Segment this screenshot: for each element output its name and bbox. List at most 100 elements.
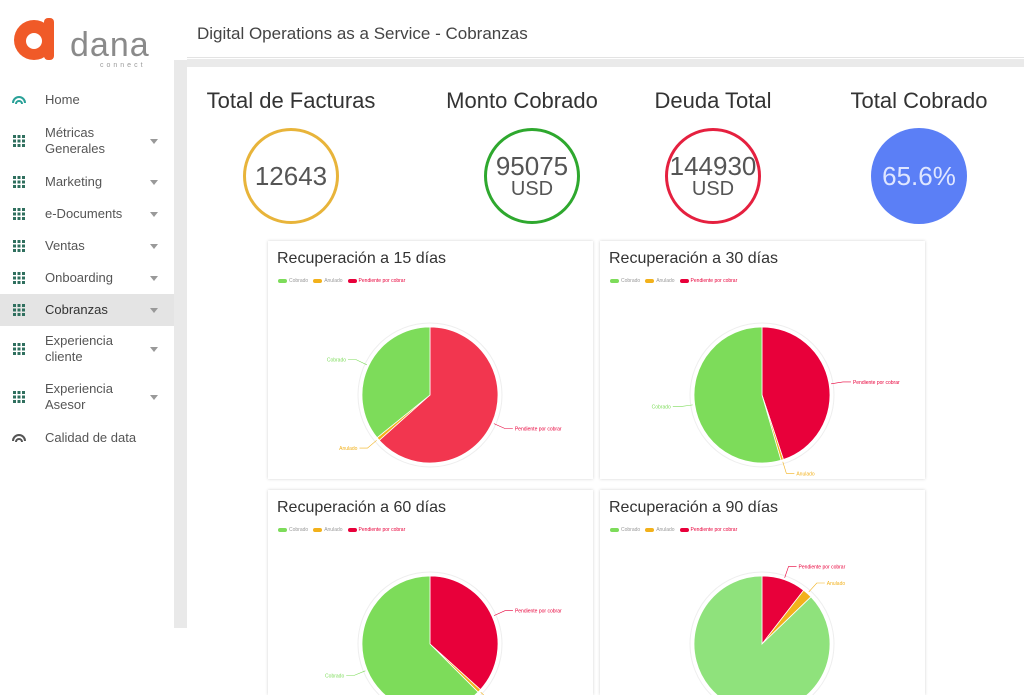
grid-icon	[12, 303, 26, 317]
slice-label: Anulado	[796, 471, 815, 477]
legend-swatch	[679, 279, 689, 283]
legend-label: Anulado	[656, 527, 675, 533]
legend-swatch	[347, 528, 357, 532]
legend-label: Anulado	[656, 278, 675, 284]
slice-label: Pendiente por cobrar	[799, 564, 846, 570]
grid-icon	[12, 134, 26, 148]
legend-item[interactable]: Pendiente por cobrar	[347, 278, 405, 284]
slice-leader-line	[784, 566, 797, 578]
sidebar-item-label: Home	[45, 92, 80, 107]
legend-item[interactable]: Anulado	[645, 527, 675, 533]
slice-label: Pendiente por cobrar	[515, 427, 562, 433]
legend-item[interactable]: Pendiente por cobrar	[679, 278, 737, 284]
sidebar-item-label: Cobranzas	[45, 302, 108, 317]
home-icon	[12, 93, 26, 107]
chart-card: Cobrado Anulado Pendiente por cobrar Recupe…	[600, 241, 925, 479]
sidebar-item-experiencia-asesor[interactable]: Experiencia Asesor	[0, 372, 174, 422]
pie-slice-pendiente	[429, 575, 499, 691]
kpi-circle: 65.6%	[871, 128, 967, 224]
chart-card: Cobrado Anulado Pendiente por cobrar Recupe…	[268, 241, 593, 479]
sidebar-item-label: Métricas Generales	[45, 125, 105, 156]
legend-swatch	[645, 528, 655, 532]
slice-label: Cobrado	[652, 405, 671, 411]
sidebar-item-e-documents[interactable]: e-Documents	[0, 198, 174, 230]
sidebar-item-cobranzas[interactable]: Cobranzas	[0, 294, 174, 326]
legend-swatch	[313, 279, 323, 283]
kpi-circle: 12643	[243, 128, 339, 224]
legend-item[interactable]: Cobrado	[278, 278, 308, 284]
legend-label: Anulado	[324, 278, 343, 284]
grid-icon	[12, 175, 26, 189]
sidebar-item-home[interactable]: Home	[0, 84, 174, 116]
slice-label: Cobrado	[327, 358, 346, 364]
chevron-down-icon[interactable]	[150, 276, 158, 281]
legend-swatch	[610, 528, 619, 532]
sidebar-item-label: Marketing	[45, 174, 103, 189]
sidebar-item-ventas[interactable]: Ventas	[0, 230, 174, 262]
slice-leader-line	[808, 582, 825, 593]
gauge-icon	[12, 431, 26, 445]
legend-label: Pendiente por cobrar	[358, 527, 406, 533]
chevron-down-icon[interactable]	[150, 347, 158, 352]
sidebar-item-calidad-de-data[interactable]: Calidad de data	[0, 422, 174, 454]
grid-icon	[12, 342, 26, 356]
slice-leader-line	[672, 404, 693, 407]
legend-swatch	[645, 279, 655, 283]
sidebar-item-marketing[interactable]: Marketing	[0, 166, 174, 198]
pie-slice-cobrado	[693, 326, 782, 464]
legend-swatch	[278, 279, 287, 283]
pie-slice-pendiente	[378, 326, 499, 464]
chevron-down-icon[interactable]	[150, 139, 158, 144]
sidebar-item-label: e-Documents	[45, 206, 123, 221]
kpi-title: Monto Cobrado	[446, 88, 598, 113]
legend-label: Pendiente por cobrar	[690, 527, 738, 533]
slice-leader-line	[493, 610, 513, 616]
header-divider	[187, 59, 1024, 67]
kpi-value: 65.6%	[882, 161, 956, 191]
pie-slice-cobrado	[361, 326, 431, 439]
legend-label: Anulado	[324, 527, 343, 533]
sidebar-item-experiencia-cliente[interactable]: Experiencia cliente	[0, 326, 174, 372]
legend-item[interactable]: Pendiente por cobrar	[347, 527, 406, 533]
chevron-down-icon[interactable]	[150, 395, 158, 400]
chevron-down-icon[interactable]	[150, 244, 158, 249]
pie-outline	[357, 322, 503, 468]
kpi-value: 95075	[495, 151, 569, 181]
chart-legend: Cobrado Anulado Pendiente por cobrar	[278, 278, 410, 284]
legend-item[interactable]: Anulado	[645, 278, 675, 284]
logo-mark-inner	[26, 33, 42, 49]
chevron-down-icon[interactable]	[150, 308, 158, 313]
chart-card: Cobrado Anulado Pendiente por cobrar Recupe…	[600, 490, 925, 695]
slice-leader-line	[831, 381, 851, 385]
kpi-value: 144930	[669, 151, 757, 181]
kpi-title: Total de Facturas	[206, 88, 376, 113]
legend-item[interactable]: Anulado	[313, 278, 343, 284]
kpi-unit: USD	[510, 178, 554, 200]
sidebar-item-metricas-generales[interactable]: Métricas Generales	[0, 116, 174, 166]
chevron-down-icon[interactable]	[150, 212, 158, 217]
dana-logo[interactable]: dana connect	[8, 12, 168, 72]
chevron-down-icon[interactable]	[150, 180, 158, 185]
legend-item[interactable]: Cobrado	[610, 527, 640, 533]
legend-swatch	[313, 528, 323, 532]
sidebar-item-label: Calidad de data	[45, 430, 137, 445]
sidebar-item-onboarding[interactable]: Onboarding	[0, 262, 174, 294]
legend-swatch	[347, 279, 357, 283]
logo-mark-stem	[44, 18, 54, 60]
slice-leader-line	[782, 461, 795, 474]
kpi-circle: 144930 USD	[665, 128, 761, 224]
grid-icon	[12, 207, 26, 221]
slice-leader-line	[359, 440, 377, 449]
legend-item[interactable]: Cobrado	[610, 278, 640, 284]
chart-legend: Cobrado Anulado Pendiente por cobrar	[278, 527, 410, 533]
sidebar-scrollbar[interactable]	[174, 60, 187, 628]
slice-leader-line	[493, 423, 513, 429]
legend-item[interactable]: Anulado	[313, 527, 343, 533]
sidebar-menu: Home Métricas Generales Marketing e-Documen…	[0, 84, 174, 454]
grid-icon	[12, 390, 26, 404]
legend-item[interactable]: Cobrado	[278, 527, 308, 533]
legend-item[interactable]: Pendiente por cobrar	[679, 527, 738, 533]
